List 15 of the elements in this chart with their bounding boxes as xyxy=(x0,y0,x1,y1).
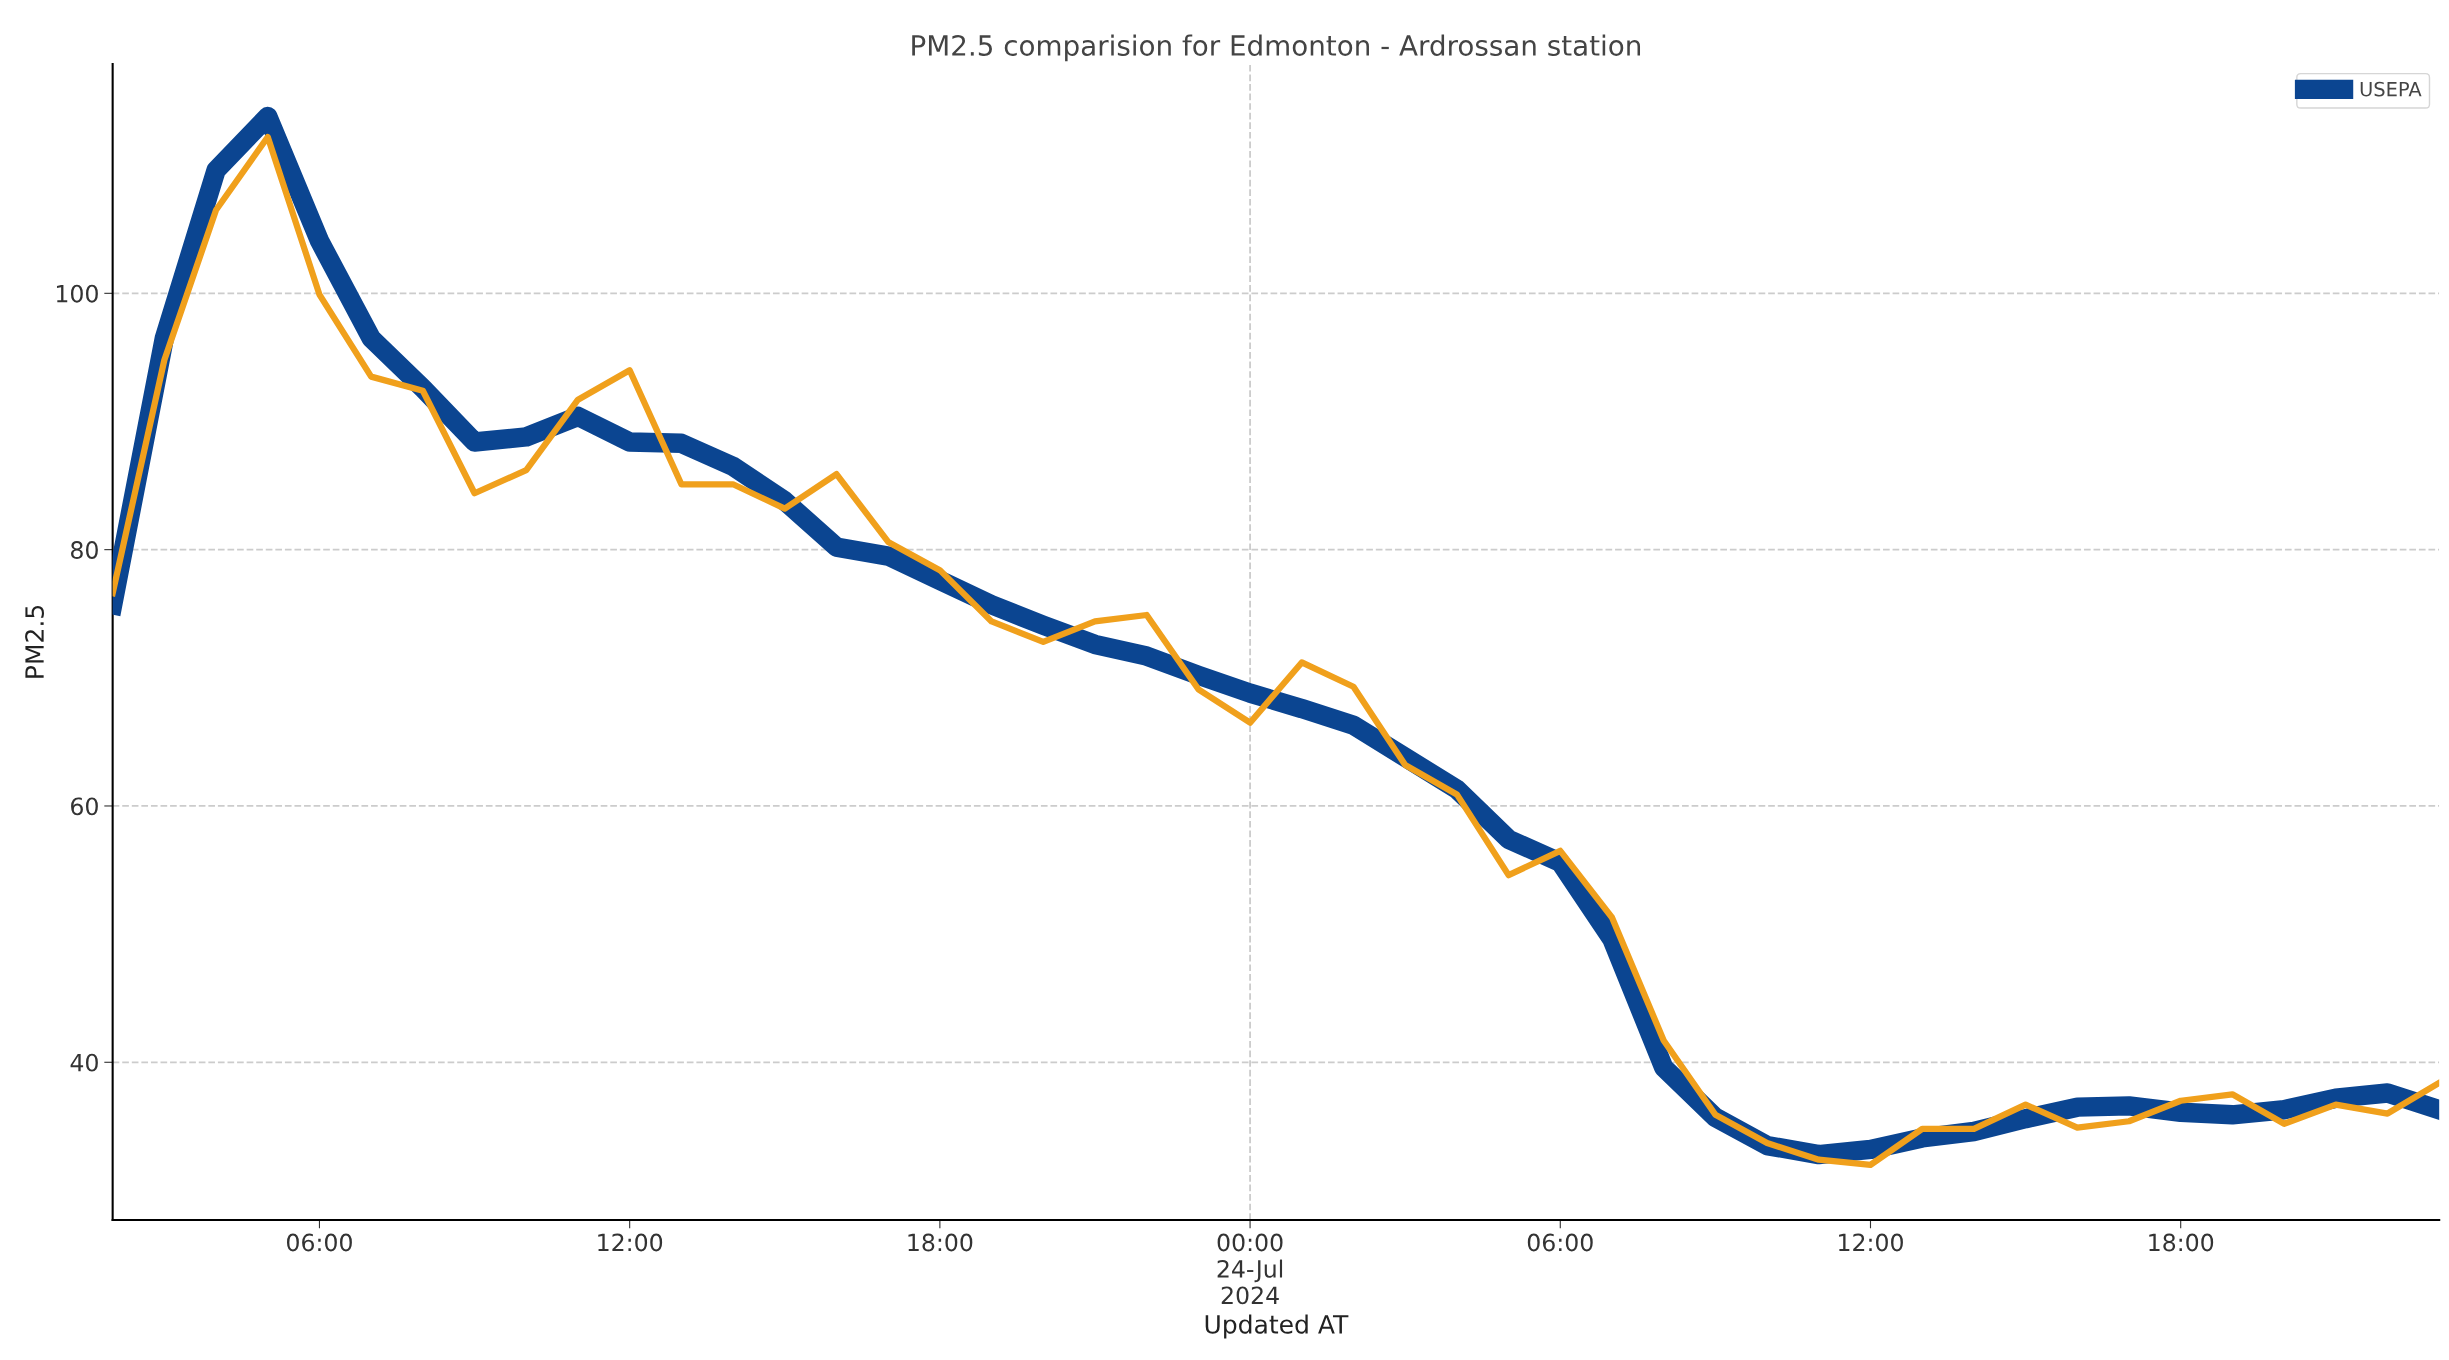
x-axis-title: Updated AT xyxy=(1205,1314,1349,1339)
chart-title: PM2.5 comparision for Edmonton - Ardrossan station xyxy=(912,34,1641,62)
y-tick-label: 60 xyxy=(71,797,98,816)
y-axis-title: PM2.5 xyxy=(25,605,44,678)
y-tick-label: 100 xyxy=(56,284,98,303)
x-tick-label: 12:00 xyxy=(598,1233,663,1252)
x-tick-label: 00:00 24-Jul 2024 xyxy=(1217,1233,1283,1305)
x-tick-label: 06:00 xyxy=(286,1233,352,1252)
legend-label: USEPA xyxy=(2360,81,2422,97)
x-tick-label: 18:00 xyxy=(908,1233,973,1252)
x-tick-label: 12:00 xyxy=(1839,1233,1903,1252)
x-tick-label: 06:00 xyxy=(1527,1233,1593,1252)
y-tick-label: 40 xyxy=(70,1053,98,1072)
x-tick-label: 18:00 xyxy=(2149,1233,2214,1252)
y-tick-label: 80 xyxy=(71,541,98,559)
